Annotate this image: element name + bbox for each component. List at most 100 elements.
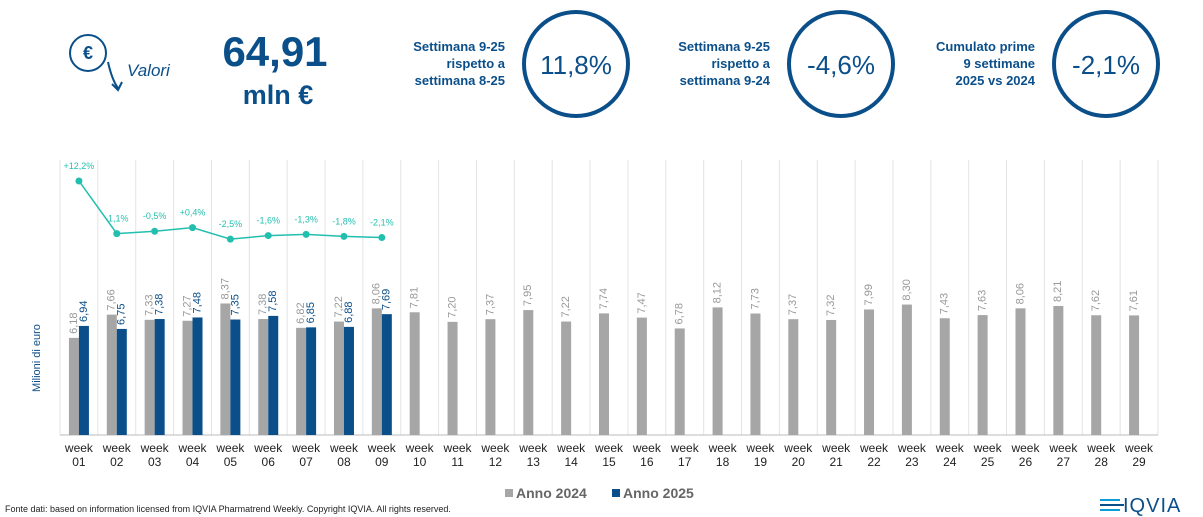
bar — [523, 310, 534, 435]
x-tick-label: week 26 — [1011, 441, 1040, 469]
value-label: 6,94 — [78, 301, 90, 322]
kpi-label: Settimana 9-25 — [413, 39, 505, 54]
bar — [182, 320, 193, 435]
bar — [674, 328, 685, 435]
trend-label: -2,1% — [370, 218, 394, 228]
x-tick-label: week 17 — [670, 441, 699, 469]
x-tick-label: week 28 — [1087, 441, 1116, 469]
value-label: 7,43 — [939, 293, 951, 314]
trend-point — [151, 227, 159, 235]
x-tick-label: week 11 — [443, 441, 472, 469]
x-tick-label: week 23 — [897, 441, 926, 469]
x-tick-label: week 15 — [594, 441, 623, 469]
bar — [561, 321, 572, 435]
value-label: 7,47 — [636, 292, 648, 313]
trend-label: -0,5% — [143, 211, 167, 221]
value-label: 7,61 — [1128, 290, 1140, 311]
bar — [192, 317, 203, 435]
bar — [144, 319, 155, 435]
value-label: 6,88 — [343, 301, 355, 322]
value-label: 7,63 — [977, 290, 989, 311]
total-value: 64,91 — [222, 28, 327, 75]
kpi-label: 9 settimane — [963, 56, 1035, 71]
kpi-value: 11,8% — [540, 50, 612, 80]
value-label: 6,18 — [68, 312, 80, 333]
kpi-label: settimana 9-24 — [680, 73, 771, 88]
kpi-circle — [1052, 10, 1160, 118]
value-label: 7,20 — [446, 296, 458, 317]
legend-label: Anno 2025 — [623, 485, 694, 501]
value-label: 8,21 — [1052, 281, 1064, 302]
kpi-label: settimana 8-25 — [415, 73, 505, 88]
bar — [485, 319, 496, 435]
bar — [381, 314, 392, 435]
bar — [712, 307, 723, 435]
bar — [106, 314, 117, 435]
value-label: 8,12 — [711, 282, 723, 303]
x-tick-label: week 01 — [64, 441, 93, 469]
bar — [258, 319, 269, 435]
trend-label: -1,1% — [105, 214, 129, 224]
bar — [220, 303, 231, 435]
bar — [230, 319, 241, 435]
kpi-label: 2025 vs 2024 — [955, 73, 1035, 88]
value-label: 7,73 — [749, 288, 761, 309]
logo-icon — [1100, 499, 1124, 511]
trend-label: +0,4% — [180, 208, 206, 218]
total-unit: mln € — [243, 80, 314, 110]
x-tick-label: week 03 — [140, 441, 169, 469]
x-tick-label: week 02 — [102, 441, 131, 469]
kpi-circle — [522, 10, 630, 118]
x-tick-label: week 20 — [784, 441, 813, 469]
bar — [116, 328, 127, 435]
legend-swatch — [505, 489, 513, 497]
x-tick-label: week 13 — [519, 441, 548, 469]
value-label: 8,37 — [219, 278, 231, 299]
x-tick-label: week 04 — [178, 441, 207, 469]
trend-label: +12,2% — [64, 161, 95, 171]
trend-line — [78, 180, 382, 240]
value-label: 8,06 — [1014, 283, 1026, 304]
icon-label: Valori — [127, 61, 171, 80]
value-label: 7,81 — [409, 287, 421, 308]
x-tick-label: week 14 — [557, 441, 586, 469]
bar — [268, 315, 279, 435]
euro-icon — [69, 34, 107, 72]
trend-label: -1,8% — [332, 216, 356, 226]
value-label: 7,27 — [181, 295, 193, 316]
trend-point — [113, 230, 121, 238]
value-label: 7,95 — [522, 285, 534, 306]
x-tick-label: week 10 — [405, 441, 434, 469]
x-tick-label: week 24 — [935, 441, 964, 469]
trend-point — [189, 224, 197, 232]
kpi-value: -2,1% — [1072, 50, 1140, 80]
x-tick-label: week 07 — [292, 441, 321, 469]
value-label: 7,69 — [381, 289, 393, 310]
x-tick-label: week 16 — [632, 441, 661, 469]
bar — [750, 313, 761, 435]
bar — [1091, 315, 1102, 435]
kpi-value: -4,6% — [807, 50, 875, 80]
x-tick-label: week 25 — [973, 441, 1002, 469]
kpi-label: Cumulato prime — [936, 39, 1035, 54]
legend-swatch — [612, 489, 620, 497]
bar — [788, 319, 799, 435]
source-note: Fonte dati: based on information license… — [5, 504, 451, 514]
x-tick-label: week 12 — [481, 441, 510, 469]
trend-point — [378, 234, 386, 242]
kpi-label: rispetto a — [446, 56, 505, 71]
bar — [306, 327, 317, 435]
kpi-label: Settimana 9-25 — [678, 39, 770, 54]
trend-point — [75, 177, 83, 185]
value-label: 6,85 — [305, 302, 317, 323]
bar — [78, 325, 89, 435]
trend-label: -1,6% — [256, 216, 280, 226]
value-label: 6,78 — [674, 303, 686, 324]
value-label: 6,75 — [116, 304, 128, 325]
bar — [371, 308, 382, 435]
value-label: 8,06 — [371, 283, 383, 304]
value-label: 7,58 — [267, 290, 279, 311]
value-label: 7,66 — [106, 289, 118, 310]
value-label: 7,32 — [825, 295, 837, 316]
